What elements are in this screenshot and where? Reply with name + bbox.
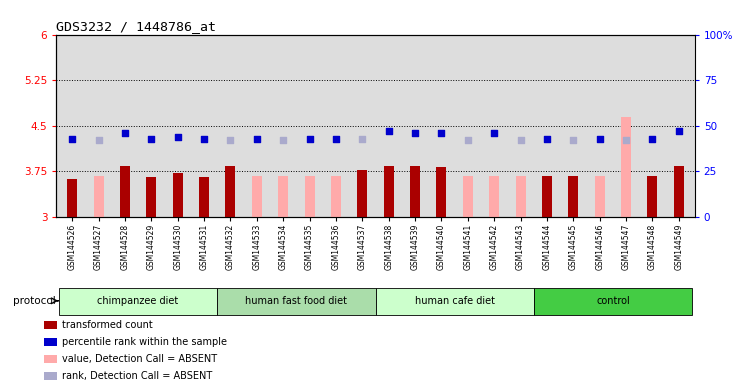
Bar (376, 288, 534, 315)
Point (303, 136, 315, 142)
Bar (357, 170, 367, 217)
Bar (217, 288, 376, 315)
Bar (674, 166, 684, 217)
Bar (120, 166, 130, 217)
Bar (436, 167, 446, 217)
Text: protocol: protocol (13, 296, 56, 306)
Bar (44, 338, 57, 346)
Point (251, 136, 263, 142)
Bar (94, 175, 104, 217)
Bar (542, 175, 552, 217)
Point (567, 137, 579, 144)
Bar (569, 175, 578, 217)
Bar (384, 166, 394, 217)
Point (620, 137, 632, 144)
Point (330, 136, 342, 142)
Text: control: control (596, 296, 630, 306)
Point (92, 137, 104, 144)
Point (488, 130, 500, 136)
Bar (463, 175, 473, 217)
Point (673, 128, 685, 134)
Point (172, 134, 184, 140)
Text: value, Detection Call = ABSENT: value, Detection Call = ABSENT (62, 354, 218, 364)
Bar (252, 175, 262, 217)
Point (356, 136, 368, 142)
Text: percentile rank within the sample: percentile rank within the sample (62, 337, 228, 347)
Bar (595, 175, 605, 217)
Bar (44, 355, 57, 363)
Bar (278, 175, 288, 217)
Bar (647, 175, 657, 217)
Text: human fast food diet: human fast food diet (246, 296, 348, 306)
Point (409, 130, 421, 136)
Point (436, 130, 448, 136)
Bar (489, 175, 499, 217)
Point (383, 128, 395, 134)
Point (647, 136, 659, 142)
Bar (534, 288, 692, 315)
Bar (44, 321, 57, 329)
Point (225, 137, 237, 144)
Point (462, 137, 474, 144)
Text: transformed count: transformed count (62, 320, 153, 330)
Point (594, 136, 606, 142)
Bar (225, 167, 235, 217)
Bar (44, 372, 57, 380)
Text: rank, Detection Call = ABSENT: rank, Detection Call = ABSENT (62, 371, 213, 381)
Point (145, 136, 157, 142)
Text: GDS3232 / 1448786_at: GDS3232 / 1448786_at (56, 20, 216, 33)
Bar (305, 175, 315, 217)
Point (198, 136, 210, 142)
Text: human cafe diet: human cafe diet (415, 296, 495, 306)
Point (66, 136, 78, 142)
Bar (67, 179, 77, 217)
Point (277, 137, 289, 144)
Bar (173, 173, 182, 217)
Bar (410, 166, 420, 217)
Bar (199, 177, 209, 217)
Bar (59, 288, 217, 315)
Bar (146, 177, 156, 217)
Text: chimpanzee diet: chimpanzee diet (98, 296, 179, 306)
Bar (331, 175, 341, 217)
Point (119, 130, 131, 136)
Point (514, 137, 526, 144)
Bar (621, 117, 631, 217)
Point (541, 136, 553, 142)
Bar (516, 175, 526, 217)
